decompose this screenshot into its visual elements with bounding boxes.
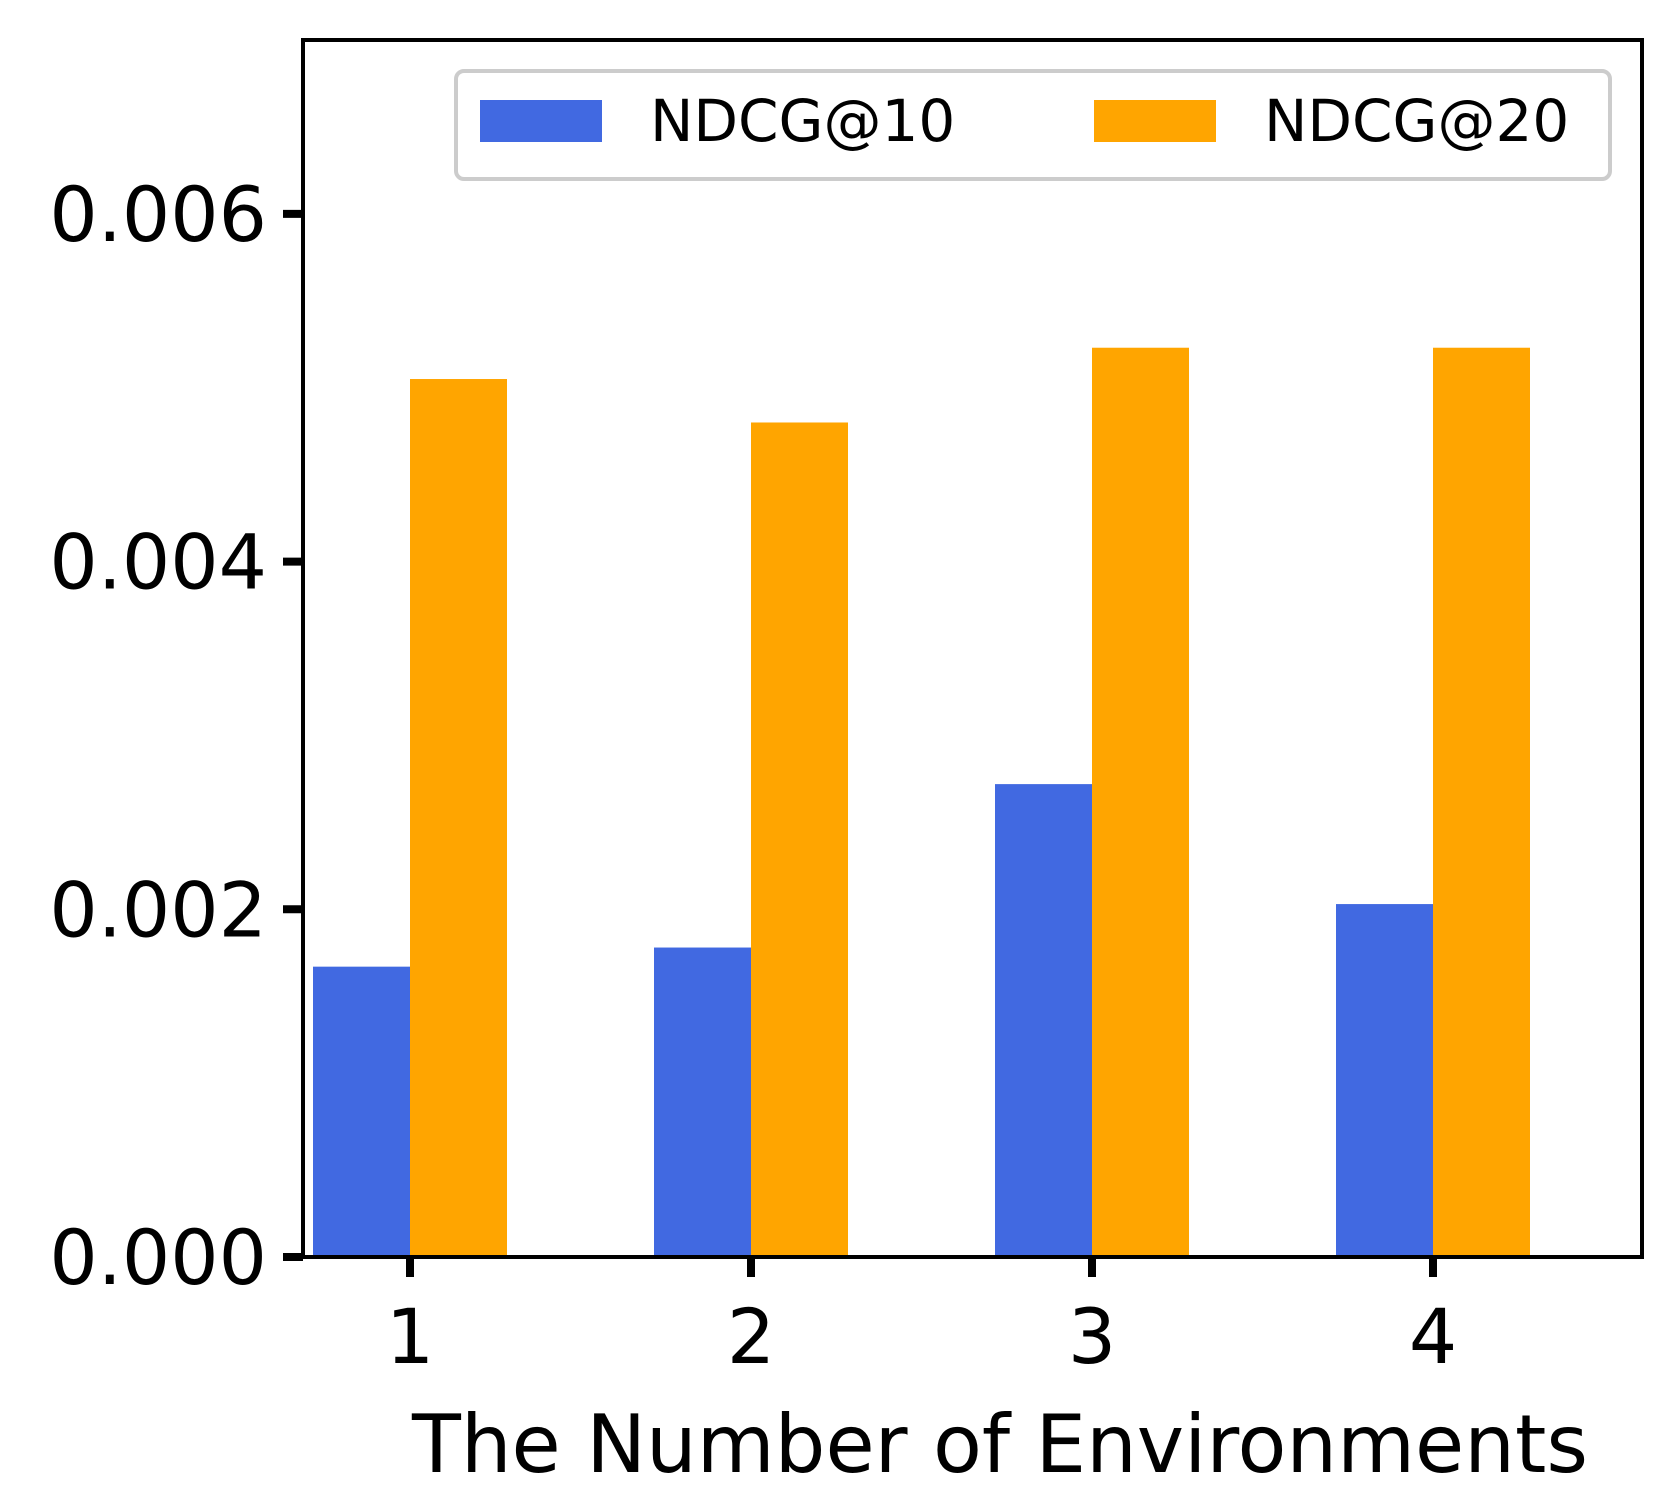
bar-ndcg20-3 (1092, 347, 1189, 1257)
legend: NDCG@10 NDCG@20 (454, 69, 1612, 181)
bars-group (313, 347, 1530, 1257)
x-axis: 1 2 3 4 (386, 1257, 1457, 1381)
bar-ndcg20-2 (751, 422, 848, 1257)
y-axis: 0.000 0.002 0.004 0.006 (49, 170, 303, 1302)
legend-label-ndcg20: NDCG@20 (1264, 87, 1569, 155)
plot-frame (301, 38, 1644, 1259)
x-tick-label: 4 (1409, 1292, 1457, 1381)
legend-label-ndcg10: NDCG@10 (650, 87, 955, 155)
x-axis-label: The Number of Environments (411, 1398, 1588, 1491)
bar-ndcg20-4 (1433, 347, 1530, 1257)
legend-swatch-ndcg10 (480, 100, 602, 142)
x-tick-label: 2 (727, 1292, 775, 1381)
y-tick-label: 0.004 (49, 518, 267, 607)
x-tick-label: 1 (386, 1292, 434, 1381)
bar-ndcg10-2 (654, 947, 751, 1257)
bar-ndcg20-1 (410, 379, 507, 1257)
bar-ndcg10-3 (995, 784, 1092, 1257)
legend-swatch-ndcg20 (1094, 100, 1216, 142)
bar-ndcg10-1 (313, 966, 410, 1257)
legend-box (454, 69, 1612, 181)
bar-ndcg10-4 (1336, 904, 1433, 1257)
y-tick-label: 0.000 (49, 1213, 267, 1302)
y-tick-label: 0.002 (49, 865, 267, 954)
x-tick-label: 3 (1068, 1292, 1116, 1381)
y-tick-label: 0.006 (49, 170, 267, 259)
